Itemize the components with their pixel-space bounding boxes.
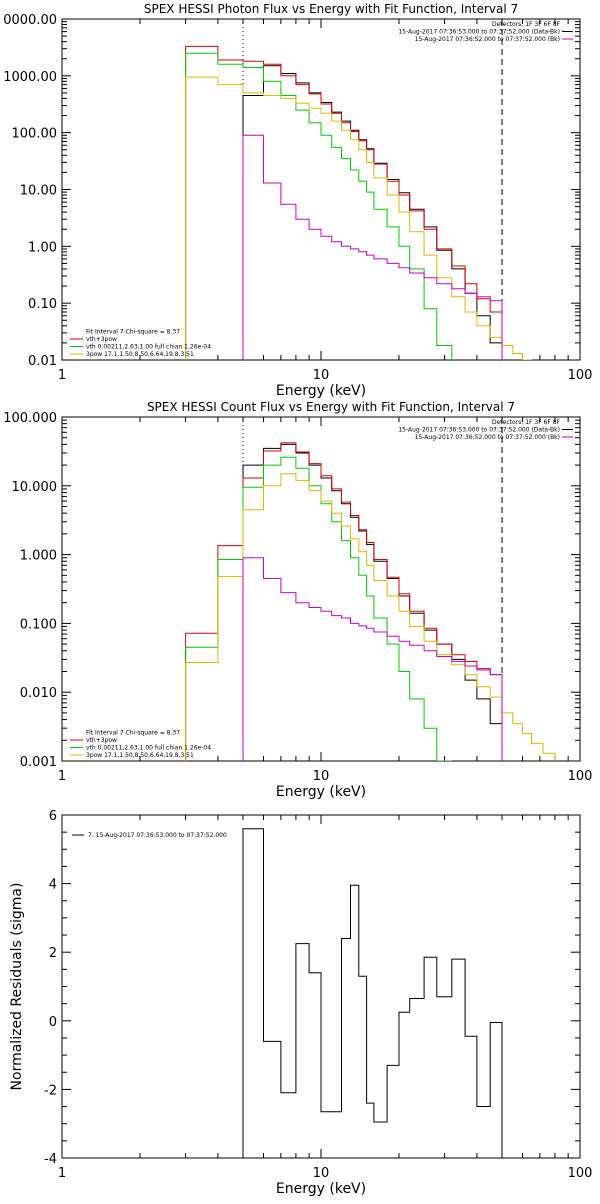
y-tick-label: 0.100 xyxy=(20,617,57,632)
legend-bottom-left-entry: vth+3pow xyxy=(86,336,117,343)
y-tick-label: 0.01 xyxy=(28,354,57,369)
y-tick-label: 6 xyxy=(49,809,57,824)
y-tick-label: 1.00 xyxy=(28,240,57,255)
series-4-line xyxy=(242,557,503,761)
x-axis: 1 10 100 Energy (keV) xyxy=(58,19,593,399)
series-1-line xyxy=(185,442,503,761)
panel-1: SPEX HESSI Photon Flux vs Energy with Fi… xyxy=(3,2,592,399)
legend-top-left: 7. 15-Aug-2017 07:36:53.000 to 07:37:52.… xyxy=(72,832,227,839)
x-tick-label: 1 xyxy=(58,368,66,383)
y-axis: 100.000 10.000 1.000 0.100 0.010 0.001 xyxy=(3,411,580,770)
series-2-line xyxy=(185,456,453,761)
x-axis: 1 10 100 Energy (keV) xyxy=(58,815,593,1197)
legend-top-right-entry: 15-Aug-2017 07:36:52.000 to 07:37:52.000… xyxy=(415,36,560,43)
legend-bottom-left-entry: 3pow 17.1,1.50,8.50,6.64,19.8,3.51 xyxy=(86,351,194,358)
y-axis: 0000.00 1000.00 100.00 10.00 1.00 0.10 0.01 xyxy=(3,13,580,369)
legend-bottom-left-entry: vth 0.00211,2.63,1.00 full chian 1.26e-0… xyxy=(86,745,211,752)
series-0-line xyxy=(242,828,503,1158)
series-4-line xyxy=(242,134,503,360)
x-tick-label: 100 xyxy=(568,1166,593,1181)
x-tick-label: 1 xyxy=(58,1166,66,1181)
x-axis-label: Energy (keV) xyxy=(276,784,366,800)
series-2-line xyxy=(185,52,453,360)
data-layer xyxy=(185,442,556,761)
legend-top-left-entry: 7. 15-Aug-2017 07:36:53.000 to 07:37:52.… xyxy=(88,832,227,839)
y-tick-label: 100.000 xyxy=(3,411,57,426)
series-3-line xyxy=(185,473,556,761)
chart-title: SPEX HESSI Count Flux vs Energy with Fit… xyxy=(147,400,515,414)
legend-bottom-left-entry: 3pow 17.1,1.50,8.50,6.64,19.8,3.51 xyxy=(86,752,194,759)
y-tick-label: 0.10 xyxy=(28,297,57,312)
panel-2: SPEX HESSI Count Flux vs Energy with Fit… xyxy=(3,400,592,800)
panel-3: 1 10 100 Energy (keV) 6 4 2 0 -2 -4 Normalized Res… xyxy=(9,809,592,1197)
y-tick-label: 0.010 xyxy=(20,686,57,701)
x-tick-label: 10 xyxy=(313,368,330,383)
data-layer xyxy=(185,45,532,360)
y-tick-label: 4 xyxy=(49,878,57,893)
legend-bottom-left: Fit Interval 7 Chi-square = 8.37vth+3pow… xyxy=(70,730,211,759)
y-tick-label: 1.000 xyxy=(20,549,57,564)
x-tick-label: 10 xyxy=(313,1166,330,1181)
x-tick-label: 100 xyxy=(568,368,593,383)
series-1-line xyxy=(185,45,503,360)
y-tick-label: 2 xyxy=(49,946,57,961)
y-tick-label: 0 xyxy=(49,1015,57,1030)
y-tick-label: 1000.00 xyxy=(3,70,57,85)
series-0-line xyxy=(242,65,503,360)
data-layer xyxy=(242,828,503,1158)
legend-top-right-entry: 15-Aug-2017 07:36:53.000 to 07:37:52.000… xyxy=(398,427,560,434)
x-axis-label: Energy (keV) xyxy=(276,383,366,399)
legend-bottom-left: Fit Interval 7 Chi-square = 8.37vth+3pow… xyxy=(70,329,211,358)
legend-bottom-left-entry: Fit Interval 7 Chi-square = 8.37 xyxy=(86,329,180,336)
y-axis: 6 4 2 0 -2 -4 Normalized Residuals (sigma) xyxy=(9,809,580,1167)
legend-bottom-left-entry: Fit Interval 7 Chi-square = 8.37 xyxy=(86,730,180,737)
x-tick-label: 100 xyxy=(568,769,593,784)
y-tick-label: 10.00 xyxy=(20,184,57,199)
y-tick-label: -4 xyxy=(44,1152,57,1167)
legend-bottom-left-entry: vth 0.00211,2.63,1.00 full chian 1.26e-0… xyxy=(86,344,211,351)
legend-bottom-left-entry: vth+3pow xyxy=(86,737,117,744)
y-axis-label: Normalized Residuals (sigma) xyxy=(9,883,25,1091)
series-0-line xyxy=(242,443,503,761)
legend-top-right-entry: Detectors: 1F 3F 6F 8F xyxy=(492,21,561,28)
y-tick-label: 100.00 xyxy=(12,127,58,142)
x-axis-label: Energy (keV) xyxy=(276,1181,366,1197)
chart-title: SPEX HESSI Photon Flux vs Energy with Fi… xyxy=(144,2,518,16)
y-tick-label: 10.000 xyxy=(12,480,58,495)
legend-top-right-entry: 15-Aug-2017 07:36:53.000 to 07:37:52.000… xyxy=(398,29,560,36)
x-axis: 1 10 100 Energy (keV) xyxy=(58,417,593,800)
x-tick-label: 1 xyxy=(58,769,66,784)
x-tick-label: 10 xyxy=(313,769,330,784)
y-tick-label: 0000.00 xyxy=(3,13,57,28)
y-tick-label: -2 xyxy=(44,1083,57,1098)
series-3-line xyxy=(185,76,532,360)
legend-top-right-entry: 15-Aug-2017 07:36:52.000 to 07:37:52.000… xyxy=(415,434,560,441)
y-tick-label: 0.001 xyxy=(20,755,57,770)
legend-top-right-entry: Detectors: 1F 3F 6F 8F xyxy=(492,419,561,426)
